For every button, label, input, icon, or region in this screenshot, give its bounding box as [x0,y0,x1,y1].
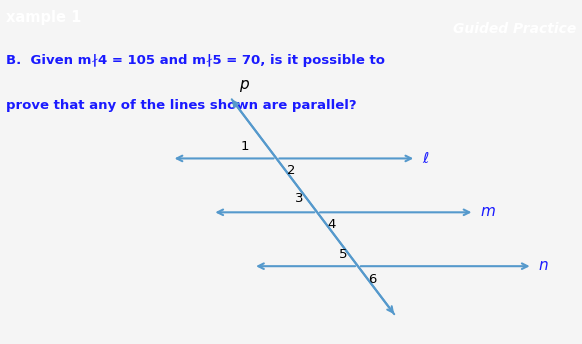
Text: B.  Given m∤4 = 105 and m∤5 = 70, is it possible to: B. Given m∤4 = 105 and m∤5 = 70, is it p… [6,54,385,67]
Text: 1: 1 [240,140,249,153]
Text: $n$: $n$ [538,259,549,273]
Text: $\ell$: $\ell$ [422,151,430,166]
Text: 3: 3 [296,192,304,205]
Text: 2: 2 [287,164,295,177]
Text: 4: 4 [328,218,336,231]
Text: Guided Practice: Guided Practice [453,22,576,36]
Text: xample 1: xample 1 [6,10,81,25]
Text: 6: 6 [368,273,377,286]
Text: $m$: $m$ [480,205,496,219]
Text: 5: 5 [339,248,347,261]
Text: prove that any of the lines shown are parallel?: prove that any of the lines shown are pa… [6,99,356,111]
Text: $p$: $p$ [239,78,250,94]
